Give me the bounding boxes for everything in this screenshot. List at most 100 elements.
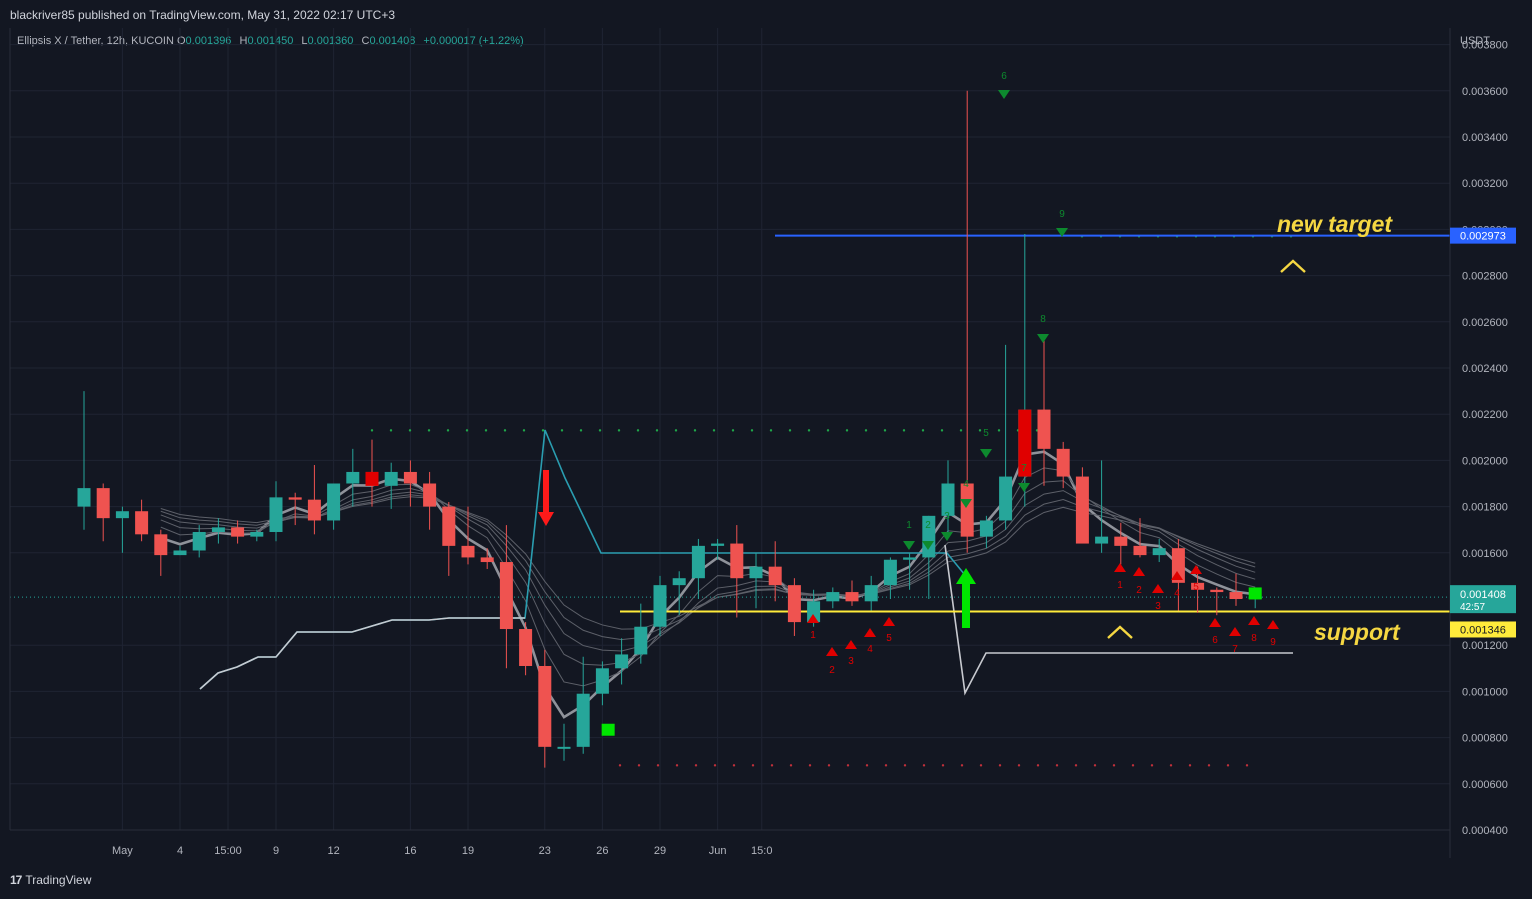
td-sell-triangle xyxy=(1152,584,1164,593)
support-annotation: support xyxy=(1314,619,1401,645)
resistance-dot xyxy=(560,429,564,432)
footer-brand: 17 TradingView xyxy=(10,873,91,887)
support-dot xyxy=(732,764,736,767)
time-tick-label: 4 xyxy=(177,845,183,857)
resistance-dot xyxy=(940,429,944,432)
resistance-dot xyxy=(370,429,374,432)
candle-body xyxy=(307,499,321,521)
price-tick-label: 0.000800 xyxy=(1462,733,1508,745)
candle-body xyxy=(634,626,648,655)
support-dot xyxy=(1150,764,1154,767)
candle-body xyxy=(595,668,609,694)
support-dot xyxy=(1226,764,1230,767)
td-buy-triangle xyxy=(903,541,915,550)
support-dot xyxy=(789,764,793,767)
td-sell-count: 7 xyxy=(1232,644,1238,655)
candle-body xyxy=(787,585,801,623)
td-sell-triangle xyxy=(883,617,895,626)
resistance-dot xyxy=(484,429,488,432)
price-tick-label: 0.002800 xyxy=(1462,271,1508,283)
support-dot xyxy=(808,764,812,767)
publisher-text: blackriver85 published on TradingView.co… xyxy=(10,8,396,22)
time-tick-label: 15:0 xyxy=(751,845,772,857)
brand-name: TradingView xyxy=(25,873,92,887)
price-tick-label: 0.003400 xyxy=(1462,132,1508,144)
td-sell-triangle xyxy=(826,647,838,656)
support-dot xyxy=(618,764,622,767)
resistance-dot xyxy=(845,429,849,432)
resistance-dot xyxy=(959,429,963,432)
candle-body xyxy=(653,585,667,627)
candle-body xyxy=(250,532,264,537)
td-sell-triangle xyxy=(1229,627,1241,636)
price-tick-label: 0.003200 xyxy=(1462,178,1508,190)
price-tick-label: 0.000400 xyxy=(1462,825,1508,837)
resistance-dot xyxy=(541,429,545,432)
resistance-dot xyxy=(617,429,621,432)
td-sell-count: 6 xyxy=(1212,635,1218,646)
symbol-legend: Ellipsis X / Tether, 12h, KUCOIN O0.0013… xyxy=(17,35,524,47)
candle-body xyxy=(1095,536,1109,544)
td-sell-count: 4 xyxy=(867,644,873,655)
candle-body xyxy=(1075,476,1089,544)
currency-label: USDT xyxy=(1460,35,1490,47)
price-tick-label: 0.002600 xyxy=(1462,317,1508,329)
price-tick-label: 0.001800 xyxy=(1462,502,1508,514)
open-label: O xyxy=(176,35,186,47)
time-tick-label: 29 xyxy=(654,845,666,857)
td-buy-count: 1 xyxy=(906,520,912,531)
candle-body xyxy=(864,585,878,602)
open-value: 0.001396 xyxy=(185,35,232,47)
support-dot xyxy=(827,764,831,767)
td-sell-triangle xyxy=(1171,571,1183,580)
tradingview-logo-icon: 17 xyxy=(10,873,22,887)
resistance-dot xyxy=(997,429,1001,432)
td-buy-count: 9 xyxy=(1059,209,1065,220)
support-price-text: 0.001346 xyxy=(1460,624,1506,636)
td-buy-count: 3 xyxy=(944,511,950,522)
td-sell-count: 5 xyxy=(1193,582,1199,593)
time-tick-label: 15:00 xyxy=(214,845,242,857)
grid xyxy=(10,28,1450,831)
support-dot xyxy=(770,764,774,767)
td-buy-triangle xyxy=(941,532,953,541)
candle-body xyxy=(115,511,129,519)
candle-body xyxy=(941,483,955,516)
ema-line xyxy=(160,450,1256,719)
support-dot xyxy=(1093,764,1097,767)
sell-arrow-icon xyxy=(538,470,554,526)
support-dot xyxy=(884,764,888,767)
candle-body xyxy=(749,566,763,579)
candles xyxy=(77,90,1262,768)
support-dot xyxy=(865,764,869,767)
td-buy-triangle xyxy=(922,541,934,550)
candle-body xyxy=(768,566,782,586)
support-dot xyxy=(941,764,945,767)
candle-body xyxy=(173,550,187,556)
resistance-dot xyxy=(864,429,868,432)
td-sell-count: 1 xyxy=(810,630,816,641)
support-dot xyxy=(1169,764,1173,767)
highlight-candle xyxy=(365,471,379,486)
resistance-dot xyxy=(598,429,602,432)
resistance-dot xyxy=(522,429,526,432)
support-dot xyxy=(1074,764,1078,767)
support-dot xyxy=(1207,764,1211,767)
candle-body xyxy=(999,476,1013,521)
td-sell-triangle xyxy=(864,628,876,637)
highlight-candle xyxy=(1248,587,1262,600)
resistance-dot xyxy=(731,429,735,432)
td-sell-triangle xyxy=(1190,565,1202,574)
resistance-dot xyxy=(712,429,716,432)
candle-body xyxy=(615,654,629,669)
resistance-dot xyxy=(807,429,811,432)
td-sell-triangle xyxy=(845,640,857,649)
td-sell-triangle xyxy=(807,614,819,623)
resistance-dot xyxy=(503,429,507,432)
price-tick-label: 0.001200 xyxy=(1462,640,1508,652)
td-buy-count: 6 xyxy=(1001,71,1007,82)
td-buy-count: 2 xyxy=(925,520,931,531)
candle-body xyxy=(576,693,590,747)
support-dot xyxy=(1036,764,1040,767)
